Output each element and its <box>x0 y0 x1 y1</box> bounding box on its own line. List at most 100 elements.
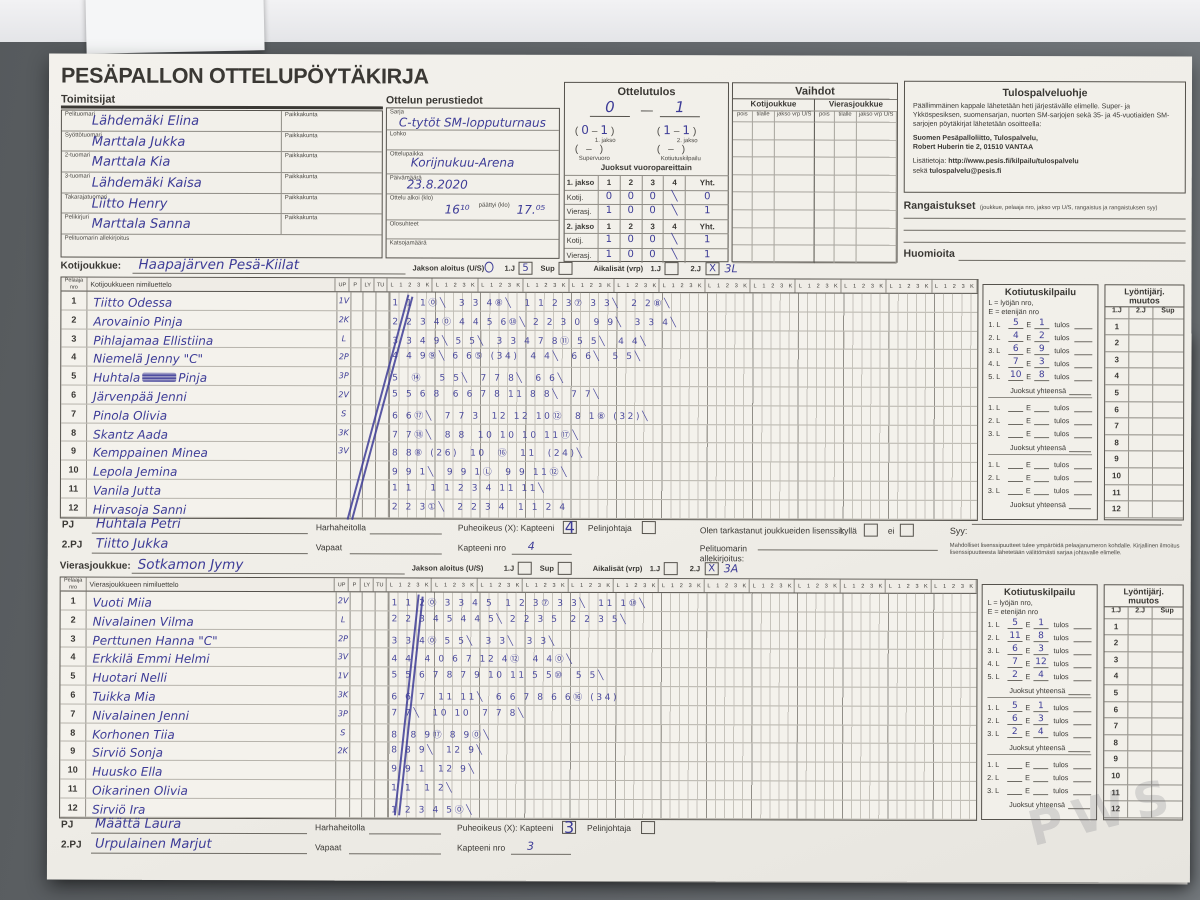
info-body: Päällimmäinen kappale lähetetään heti jä… <box>912 102 1170 129</box>
lyonti-heading: Lyöntijärj. muutos <box>1105 585 1183 606</box>
scoring-marks: 3 3 4 9╲ 5 5╲ 3 3 4 7 8⑪ 5 5╲ 4 4╲ <box>392 335 649 347</box>
scoring-grid-row: 8 8 9⑰ 8 9⓪╲ <box>388 723 977 744</box>
inning-col-3: 3 <box>916 283 920 290</box>
player-name: Nivalainen Jenni <box>92 708 190 723</box>
position-code: 3P <box>337 367 352 386</box>
sum-line <box>1068 742 1091 753</box>
lyonti-row-number: 3 <box>1105 352 1130 368</box>
paikkakunta-label: Paikkakunta <box>284 215 318 222</box>
runs-value: 0 <box>642 234 664 249</box>
row-number: 4. L <box>987 658 1000 668</box>
scoring-marks: 7 7╲ 10 10 7 7 8╲ <box>391 708 527 719</box>
substitutions-away-label: Vierasjoukkue <box>828 99 884 109</box>
lyonti-col-1.J: 1.J <box>1105 306 1130 319</box>
etenija-nro: 4 <box>1033 727 1049 739</box>
cell-ly <box>363 329 377 348</box>
position-code <box>336 799 351 817</box>
runs-value: ╲ <box>663 234 686 249</box>
match-result-box: Ottelutulos 0 — 1 (0–1) 1. jakso (1–1) 2… <box>563 81 730 263</box>
tulos-label: tulos <box>1053 716 1069 726</box>
kotiutus-row: 3. L 2 E 4 tulos <box>987 725 1092 739</box>
jakson-aloitus-1j-box <box>517 561 532 575</box>
etenija-nro: 9 <box>1034 344 1050 356</box>
cell-ly <box>362 629 376 648</box>
lyonti-heading-2: muutos <box>1129 295 1160 306</box>
tulos-label: tulos <box>1053 729 1069 739</box>
cell-ly <box>362 686 376 705</box>
period1-away: 1 <box>600 122 609 137</box>
lyonti-cell-sup <box>1153 319 1182 335</box>
runs-vieras-label: Vierasj. <box>564 248 599 263</box>
lyoja-nro: 11 <box>1007 631 1023 643</box>
substitution-cell <box>856 210 897 229</box>
pj2-label: 2.PJ <box>61 539 83 551</box>
etenija-nro: 1 <box>1033 701 1049 713</box>
lyoja-nro: 6 <box>1008 344 1024 356</box>
runs-value: 0 <box>620 234 643 249</box>
lyonti-row-number: 1 <box>1104 618 1129 635</box>
substitution-cell <box>834 192 857 211</box>
substitution-cell <box>856 140 897 158</box>
kotiutus-group: 1. L E tulos 2. L E tulos 3. L E tulos J… <box>988 396 1093 453</box>
inning-col-2: 2 <box>634 583 638 590</box>
substitution-cell <box>774 227 815 246</box>
inning-col-2: 2 <box>725 583 729 590</box>
runs-col-1: 1 <box>598 175 621 190</box>
home-puheoikeus-kapteeni: 4 <box>564 517 575 537</box>
lyonti-cell-2j <box>1128 501 1153 518</box>
inning-col-K: K <box>470 582 474 589</box>
aikalisa-1j-box <box>664 262 679 276</box>
player-number-header-1: Pelaaja <box>64 277 84 284</box>
lyonti-cell-2j <box>1128 484 1153 501</box>
seka-label: sekä <box>912 167 928 175</box>
runs-value: 1 <box>703 234 711 246</box>
spacer <box>999 773 1007 782</box>
kotiutus-legend-1: L = lyöjän nro, <box>987 597 1033 608</box>
lyonti-cell-2j <box>1129 352 1154 368</box>
player-row: 6 Tuikka Mia 3K 6 6 7 11 11╲ 6 6 7 8 6 6⑯ (… <box>60 685 977 707</box>
official-role-cell: 2-tuomari Marttala Kia <box>61 151 282 173</box>
etenija-nro <box>1033 471 1049 483</box>
cell-ly <box>363 311 377 329</box>
lyoja-nro <box>1007 758 1023 770</box>
player-row: 4 Erkkilä Emmi Helmi 3V 4 4 4 0 6 7 12 4⑫ 4… <box>60 647 977 670</box>
jakson-aloitus-label: Jakson aloitus (U/S) <box>411 563 484 573</box>
lyonti-row: 4 <box>1104 668 1183 686</box>
info-address-line2: Robert Huberin tie 2, 01510 VANTAA <box>912 144 1034 152</box>
runs-koti-row: Kotij. 1 0 0 ╲ 1 <box>564 233 729 249</box>
e-label: E <box>1025 620 1031 630</box>
tulos-line <box>1073 702 1092 713</box>
kotiutus-row: 2. L E tulos <box>987 769 1092 783</box>
spacer <box>999 659 1007 668</box>
player-name: Sirviö Ira <box>92 802 146 817</box>
player-name: Hirvasoja Sanni <box>92 502 187 517</box>
cell-ly <box>362 799 376 817</box>
inning-col-K: K <box>515 582 520 589</box>
away-team-name: Sotkamon Jymy <box>137 556 244 574</box>
player-row: 9 Kemppainen Minea 3V 8 8⑧ (26) 10 ⑯ 11 (24… <box>61 441 978 464</box>
kotiutus-group: 1. L 5 E 1 tulos 2. L 11 E 8 tulos 3. L 6 E 3 tul… <box>987 616 1092 696</box>
player-name: Tiitto Odessa <box>93 295 173 310</box>
inning-col-L: L <box>571 282 576 289</box>
home-pj-name: Huhtala Petri <box>95 516 181 532</box>
tulos-line <box>1073 459 1093 470</box>
inning-col-3: 3 <box>462 282 466 289</box>
tulos-label: tulos <box>1053 703 1069 713</box>
official-row: Syöttötuomari Marttala Jukka Paikkakunta <box>61 131 382 153</box>
inning-col-3: 3 <box>461 582 465 589</box>
scoring-grid-row: 7 7⑱╲ 8 8 10 10 10 11⑰╲ <box>389 423 978 444</box>
cell-ly <box>363 348 377 367</box>
lyonti-cell-sup <box>1152 652 1181 668</box>
underline <box>511 553 572 555</box>
inning-col-K: K <box>879 283 884 290</box>
inning-col-K: K <box>424 582 429 589</box>
cell-tu <box>376 329 390 348</box>
player-row: 11 Oikarinen Olivia 1 1 1 2╲ <box>60 779 977 801</box>
inning-col-2: 2 <box>453 282 457 289</box>
lyonti-cell-2j <box>1128 735 1153 751</box>
player-name-rest: Pinja <box>178 371 208 386</box>
